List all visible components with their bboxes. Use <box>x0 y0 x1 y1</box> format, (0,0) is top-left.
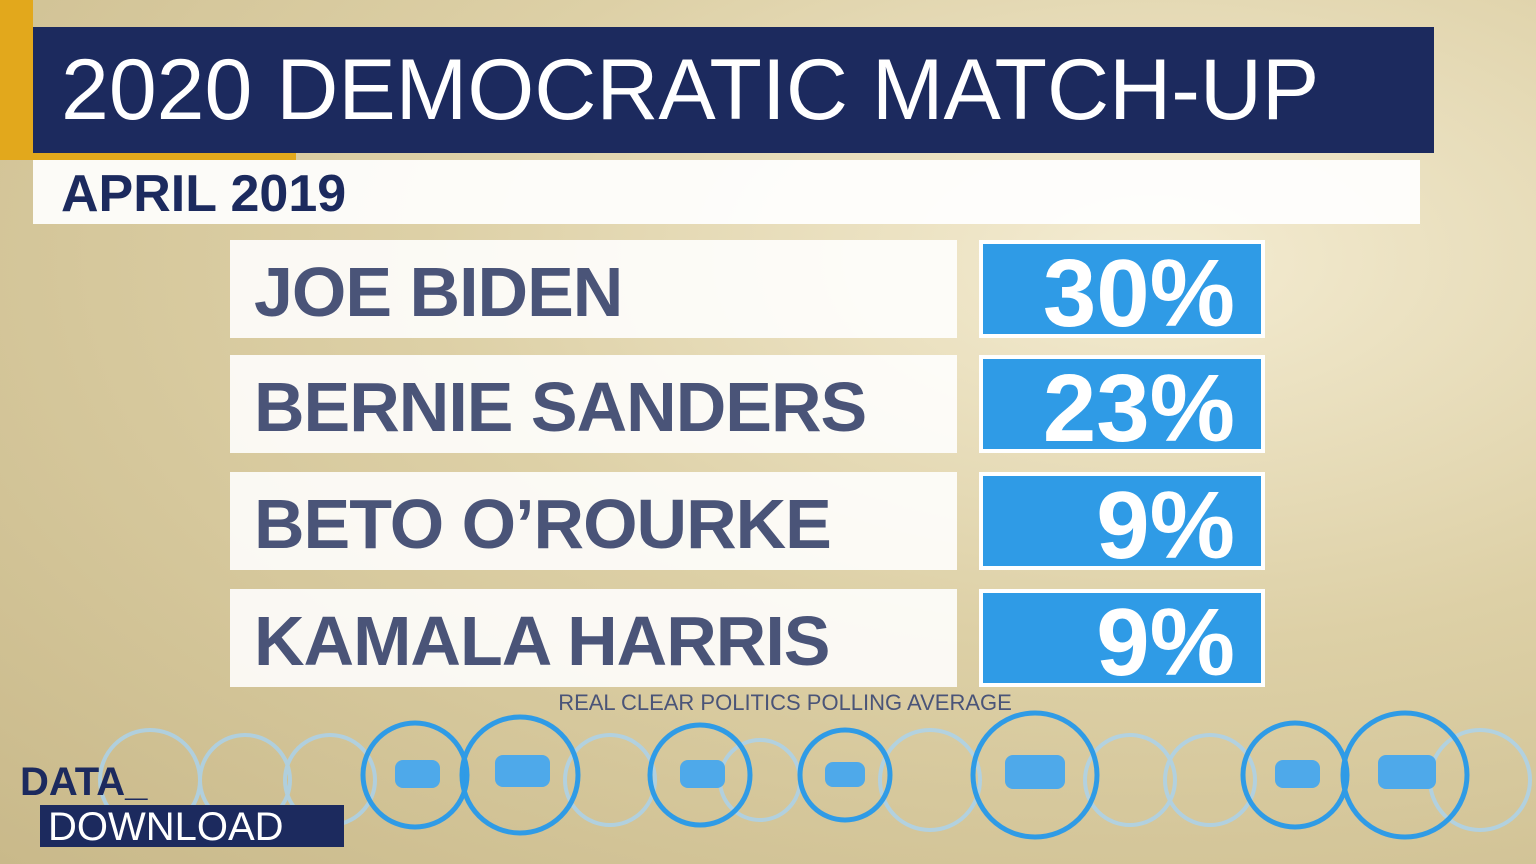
donkey-decoration <box>98 710 1532 840</box>
poll-value: 30% <box>979 240 1265 344</box>
poll-value: 9% <box>979 589 1265 693</box>
logo-line: DATA_ <box>20 760 148 804</box>
poll-value: 9% <box>979 472 1265 576</box>
candidate-name: BETO O’ROURKE <box>230 472 957 570</box>
title: 2020 DEMOCRATIC MATCH-UP <box>33 27 1434 153</box>
poll-value: 23% <box>979 355 1265 459</box>
candidate-name: KAMALA HARRIS <box>230 589 957 687</box>
accent <box>33 150 296 160</box>
candidate-name: BERNIE SANDERS <box>230 355 957 453</box>
source: REAL CLEAR POLITICS POLLING AVERAGE <box>558 690 1012 715</box>
subtitle: APRIL 2019 <box>33 160 1420 224</box>
candidate-name: JOE BIDEN <box>230 240 957 338</box>
logo-line: DOWNLOAD <box>40 805 344 849</box>
accent <box>0 0 33 160</box>
